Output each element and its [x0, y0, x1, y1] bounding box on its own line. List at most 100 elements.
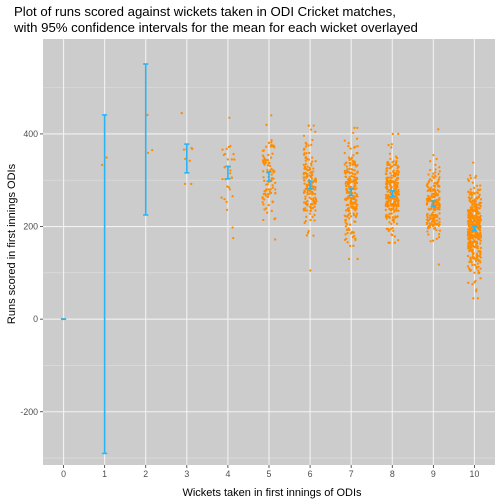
data-point: [436, 194, 439, 197]
data-point: [387, 188, 391, 192]
data-point: [394, 191, 397, 194]
data-point: [308, 212, 312, 215]
data-point: [390, 180, 394, 184]
data-point: [384, 208, 387, 212]
data-point: [434, 163, 437, 166]
data-point: [475, 259, 478, 263]
data-point: [473, 263, 477, 267]
data-point: [394, 155, 398, 158]
data-point: [343, 151, 346, 155]
data-point: [468, 215, 471, 218]
x-tick-label: 4: [225, 469, 230, 479]
data-point: [476, 245, 479, 248]
data-point: [302, 163, 305, 167]
data-point: [385, 179, 389, 182]
data-point: [397, 172, 400, 176]
data-point: [355, 193, 358, 196]
data-point: [467, 229, 471, 232]
data-point: [468, 260, 471, 264]
data-point: [269, 191, 273, 195]
data-point: [351, 163, 354, 166]
data-point: [395, 205, 398, 208]
data-point: [475, 222, 478, 226]
data-point: [303, 178, 306, 182]
data-point: [222, 153, 226, 157]
data-point: [231, 195, 234, 198]
data-point: [348, 191, 351, 194]
data-point: [392, 201, 396, 204]
data-point: [304, 209, 307, 212]
data-point: [351, 160, 355, 163]
data-point: [468, 210, 471, 214]
data-point: [433, 182, 436, 185]
data-point: [272, 169, 275, 172]
data-point: [355, 177, 359, 181]
y-tick-label: -200: [20, 407, 38, 417]
data-point: [347, 170, 351, 174]
data-point: [388, 152, 392, 155]
data-point: [472, 214, 475, 217]
data-point: [312, 170, 315, 173]
x-tick-label: 2: [143, 469, 148, 479]
data-point: [305, 152, 308, 155]
data-point: [356, 195, 359, 198]
data-point: [473, 281, 476, 284]
data-point: [261, 154, 265, 157]
data-point: [305, 142, 308, 146]
data-point: [266, 159, 270, 162]
data-point: [304, 159, 307, 162]
data-point: [392, 169, 395, 172]
data-point: [307, 158, 310, 161]
data-point: [476, 262, 480, 265]
data-point: [438, 229, 442, 232]
data-point: [146, 151, 150, 155]
data-point: [311, 138, 314, 142]
data-point: [223, 197, 226, 201]
data-point: [387, 241, 390, 244]
data-point: [434, 171, 437, 174]
data-point: [467, 219, 471, 223]
data-point: [267, 153, 270, 157]
data-point: [475, 202, 478, 206]
data-point: [388, 176, 392, 179]
data-point: [347, 156, 351, 159]
data-point: [310, 197, 313, 201]
x-tick-label: 10: [470, 469, 480, 479]
data-point: [469, 206, 473, 209]
data-point: [352, 212, 355, 215]
data-point: [425, 184, 429, 187]
data-point: [396, 215, 399, 218]
data-point: [269, 188, 272, 191]
data-point: [386, 227, 389, 231]
data-point: [387, 143, 390, 147]
confidence-intervals: [60, 63, 478, 455]
data-point: [271, 186, 274, 189]
data-point: [303, 182, 306, 185]
data-point: [230, 158, 234, 161]
data-point: [270, 114, 273, 117]
data-point: [477, 271, 480, 275]
data-point: [467, 241, 470, 244]
data-point: [392, 175, 395, 178]
data-point: [314, 159, 317, 163]
data-point: [306, 172, 309, 176]
data-point: [475, 208, 478, 211]
data-point: [479, 267, 482, 270]
data-point: [394, 163, 397, 167]
data-point: [433, 217, 436, 220]
data-point: [347, 144, 350, 148]
data-point: [384, 204, 388, 207]
y-tick-label: 200: [23, 222, 38, 232]
data-point: [353, 172, 357, 176]
data-point: [349, 181, 352, 184]
data-point: [306, 169, 309, 172]
data-point: [352, 244, 355, 247]
data-point: [393, 241, 397, 244]
data-point: [478, 229, 482, 232]
data-point: [188, 159, 191, 162]
data-point: [473, 235, 477, 238]
data-point: [392, 218, 396, 221]
data-point: [348, 244, 352, 248]
data-point: [350, 175, 353, 178]
data-point: [274, 188, 277, 191]
